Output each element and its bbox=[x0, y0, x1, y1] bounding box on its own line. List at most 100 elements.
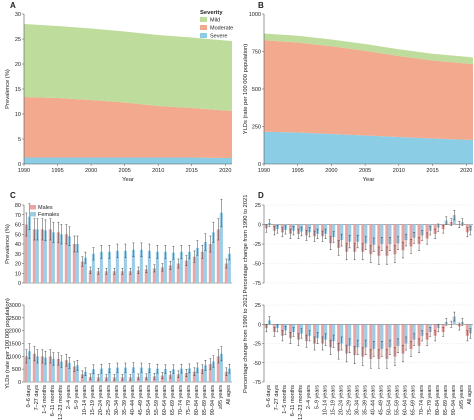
panel-d-bottom-bar-males bbox=[377, 324, 381, 359]
panel-c-top-bar-males bbox=[32, 229, 36, 284]
panel-d-top-bar-males bbox=[377, 224, 381, 256]
panel-d-bottom-y-tick-label: 0 bbox=[258, 322, 261, 328]
panel-c-bottom-x-tick-label: 1–5 months bbox=[42, 385, 48, 414]
panel-d-bottom-x-tick-label: 45–49 years bbox=[379, 385, 385, 416]
legend-label-females: Females bbox=[38, 212, 59, 218]
panel-d-top-bar-males bbox=[305, 224, 309, 236]
panel-a-y-tick-label: 0 bbox=[18, 162, 21, 168]
panel-d-bottom-bar-females bbox=[316, 324, 320, 339]
panel-c-top-bar-males bbox=[80, 261, 84, 283]
panel-c-bottom-bar-males bbox=[64, 360, 68, 382]
panel-d-bottom-bar-males bbox=[337, 324, 341, 352]
panel-c-bottom-x-tick-label: 10–14 years bbox=[82, 385, 88, 416]
panel-c-bottom-x-tick-label: 55–59 years bbox=[154, 385, 160, 416]
panel-d-bottom-bar-males bbox=[353, 324, 357, 356]
panel-c-bottom-bar-males bbox=[48, 356, 52, 382]
panel-d-bottom-x-tick-label: 60–64 years bbox=[403, 385, 409, 416]
panel-c-top-bar-females bbox=[179, 251, 183, 283]
legend-swatch-mild bbox=[200, 17, 207, 22]
panel-a-area-mild bbox=[24, 24, 232, 111]
panel-b-area-mild bbox=[264, 33, 473, 65]
panel-c-bottom-bar-males bbox=[40, 356, 44, 382]
panel-a-x-tick-label: 2000 bbox=[85, 168, 97, 174]
panel-c-top-bar-males bbox=[24, 224, 28, 283]
panel-d-bottom-y-tick-label: -50 bbox=[253, 361, 261, 367]
panel-c-bottom-bar-females bbox=[227, 368, 231, 382]
panel-d-bottom-bar-females bbox=[340, 324, 344, 344]
panel-c-top-y-tick-label: 40 bbox=[15, 242, 21, 248]
panel-d-bottom-bar-females bbox=[412, 324, 416, 340]
panel-c-bottom-bar-females bbox=[171, 369, 175, 382]
panel-c-top-bar-males bbox=[184, 260, 188, 283]
panel-d-top-y-tick-label: -75 bbox=[253, 281, 261, 287]
panel-c-bottom-x-tick-label: 60–64 years bbox=[162, 385, 168, 416]
panel-c-top-bar-females bbox=[187, 251, 191, 283]
panel-a-y-tick-label: 25 bbox=[15, 37, 21, 43]
panel-d-bottom-bar-males bbox=[417, 324, 421, 346]
panel-d-bottom-x-tick-label: All ages bbox=[467, 385, 473, 405]
panel-c-bottom-x-tick-label: 30–34 years bbox=[114, 385, 120, 416]
panel-d-bottom-bar-males bbox=[433, 324, 437, 336]
panel-b-area-moderate bbox=[264, 40, 473, 140]
panel-c-top-bar-females bbox=[139, 249, 143, 283]
panel-c-top-bar-males bbox=[136, 270, 140, 283]
panel-label-d: D bbox=[258, 191, 264, 200]
panel-c-bottom-bar-males bbox=[208, 364, 212, 382]
panel-c-bottom-bar-females bbox=[91, 369, 95, 382]
panel-b-y-tick-label: 750 bbox=[252, 50, 261, 56]
panel-c-bottom-x-tick-label: 80–84 years bbox=[194, 385, 200, 416]
panel-c-top-bar-females bbox=[35, 229, 39, 284]
panel-d-top-bar-females bbox=[356, 224, 360, 242]
panel-d-top-bar-males bbox=[425, 224, 429, 239]
panel-d-top-bar-males bbox=[417, 224, 421, 244]
panel-d-bottom-y-tick-label: -25 bbox=[253, 342, 261, 348]
panel-a-x-tick-label: 2020 bbox=[219, 168, 231, 174]
panel-d-bottom-bar-females bbox=[404, 324, 408, 344]
panel-c-bottom-bar-females bbox=[147, 368, 151, 382]
panel-b-y-tick-label: 500 bbox=[252, 87, 261, 93]
panel-a-y-tick-label: 30 bbox=[15, 12, 21, 18]
panel-d-bottom-y-tick-label: -75 bbox=[253, 380, 261, 386]
panel-d-top-bar-males bbox=[345, 224, 349, 252]
panel-c-bottom-x-tick-label: 35–39 years bbox=[122, 385, 128, 416]
legend-swatch-females bbox=[30, 212, 36, 217]
panel-c-top-bar-females bbox=[83, 257, 87, 283]
panel-b-x-tick-label: 2005 bbox=[359, 168, 371, 174]
panel-c-bottom-y-axis-label: YLDs (rate per 100 000 population) bbox=[5, 298, 11, 389]
panel-a-y-tick-label: 5 bbox=[18, 137, 21, 143]
panel-d-bottom-bar-males bbox=[280, 324, 284, 336]
panel-c-top-bar-females bbox=[195, 247, 199, 283]
panel-d-bottom-x-tick-label: ≥95 years bbox=[459, 385, 465, 409]
panel-c-bottom-bar-males bbox=[24, 356, 28, 382]
panel-d-top-y-axis-label: Percentage change from 1990 to 2021 bbox=[243, 195, 249, 294]
panel-c-top-bar-males bbox=[168, 265, 172, 283]
panel-c-top-y-tick-label: 70 bbox=[15, 213, 21, 219]
panel-c-top-bar-females bbox=[67, 236, 71, 283]
panel-c-top-bar-females bbox=[123, 250, 127, 283]
panel-c-bottom-x-tick-label: ≥95 years bbox=[218, 385, 224, 409]
panel-c-top-bar-females bbox=[163, 251, 167, 283]
panel-c-bottom-bar-males bbox=[168, 374, 172, 382]
panel-c-top-bar-females bbox=[211, 232, 215, 283]
panel-c-top-y-tick-label: 80 bbox=[15, 203, 21, 209]
panel-c-bottom-x-tick-label: 25–29 years bbox=[106, 385, 112, 416]
panel-c-bottom-y-tick-label: 0 bbox=[18, 380, 21, 386]
panel-c-bottom-bar-females bbox=[51, 358, 55, 382]
panel-a-y-tick-label: 20 bbox=[15, 62, 21, 68]
panel-d-bottom-x-tick-label: 12–23 months bbox=[298, 385, 304, 420]
panel-c-bottom-bar-females bbox=[203, 365, 207, 382]
panel-d-top-bar-males bbox=[401, 224, 405, 251]
panel-c-bottom-bar-males bbox=[32, 353, 36, 382]
panel-d-bottom-x-tick-label: 65–69 years bbox=[411, 385, 417, 416]
panel-c-top-bar-females bbox=[27, 216, 31, 283]
panel-c-top-bar-males bbox=[120, 271, 124, 283]
panel-d-top-bar-males bbox=[393, 224, 397, 255]
panel-c-bottom-bar-females bbox=[43, 357, 47, 382]
panel-c-bottom-bar-females bbox=[211, 361, 215, 382]
panel-c-top-y-tick-label: 60 bbox=[15, 223, 21, 229]
panel-d-bottom-bar-males bbox=[288, 324, 292, 339]
panel-d-bottom-x-tick-label: 6–11 months bbox=[290, 385, 296, 417]
panel-c-bottom-bar-females bbox=[179, 368, 183, 382]
panel-c-bottom-y-tick-label: 2000 bbox=[9, 329, 21, 335]
panel-c-top-bar-males bbox=[64, 234, 68, 283]
